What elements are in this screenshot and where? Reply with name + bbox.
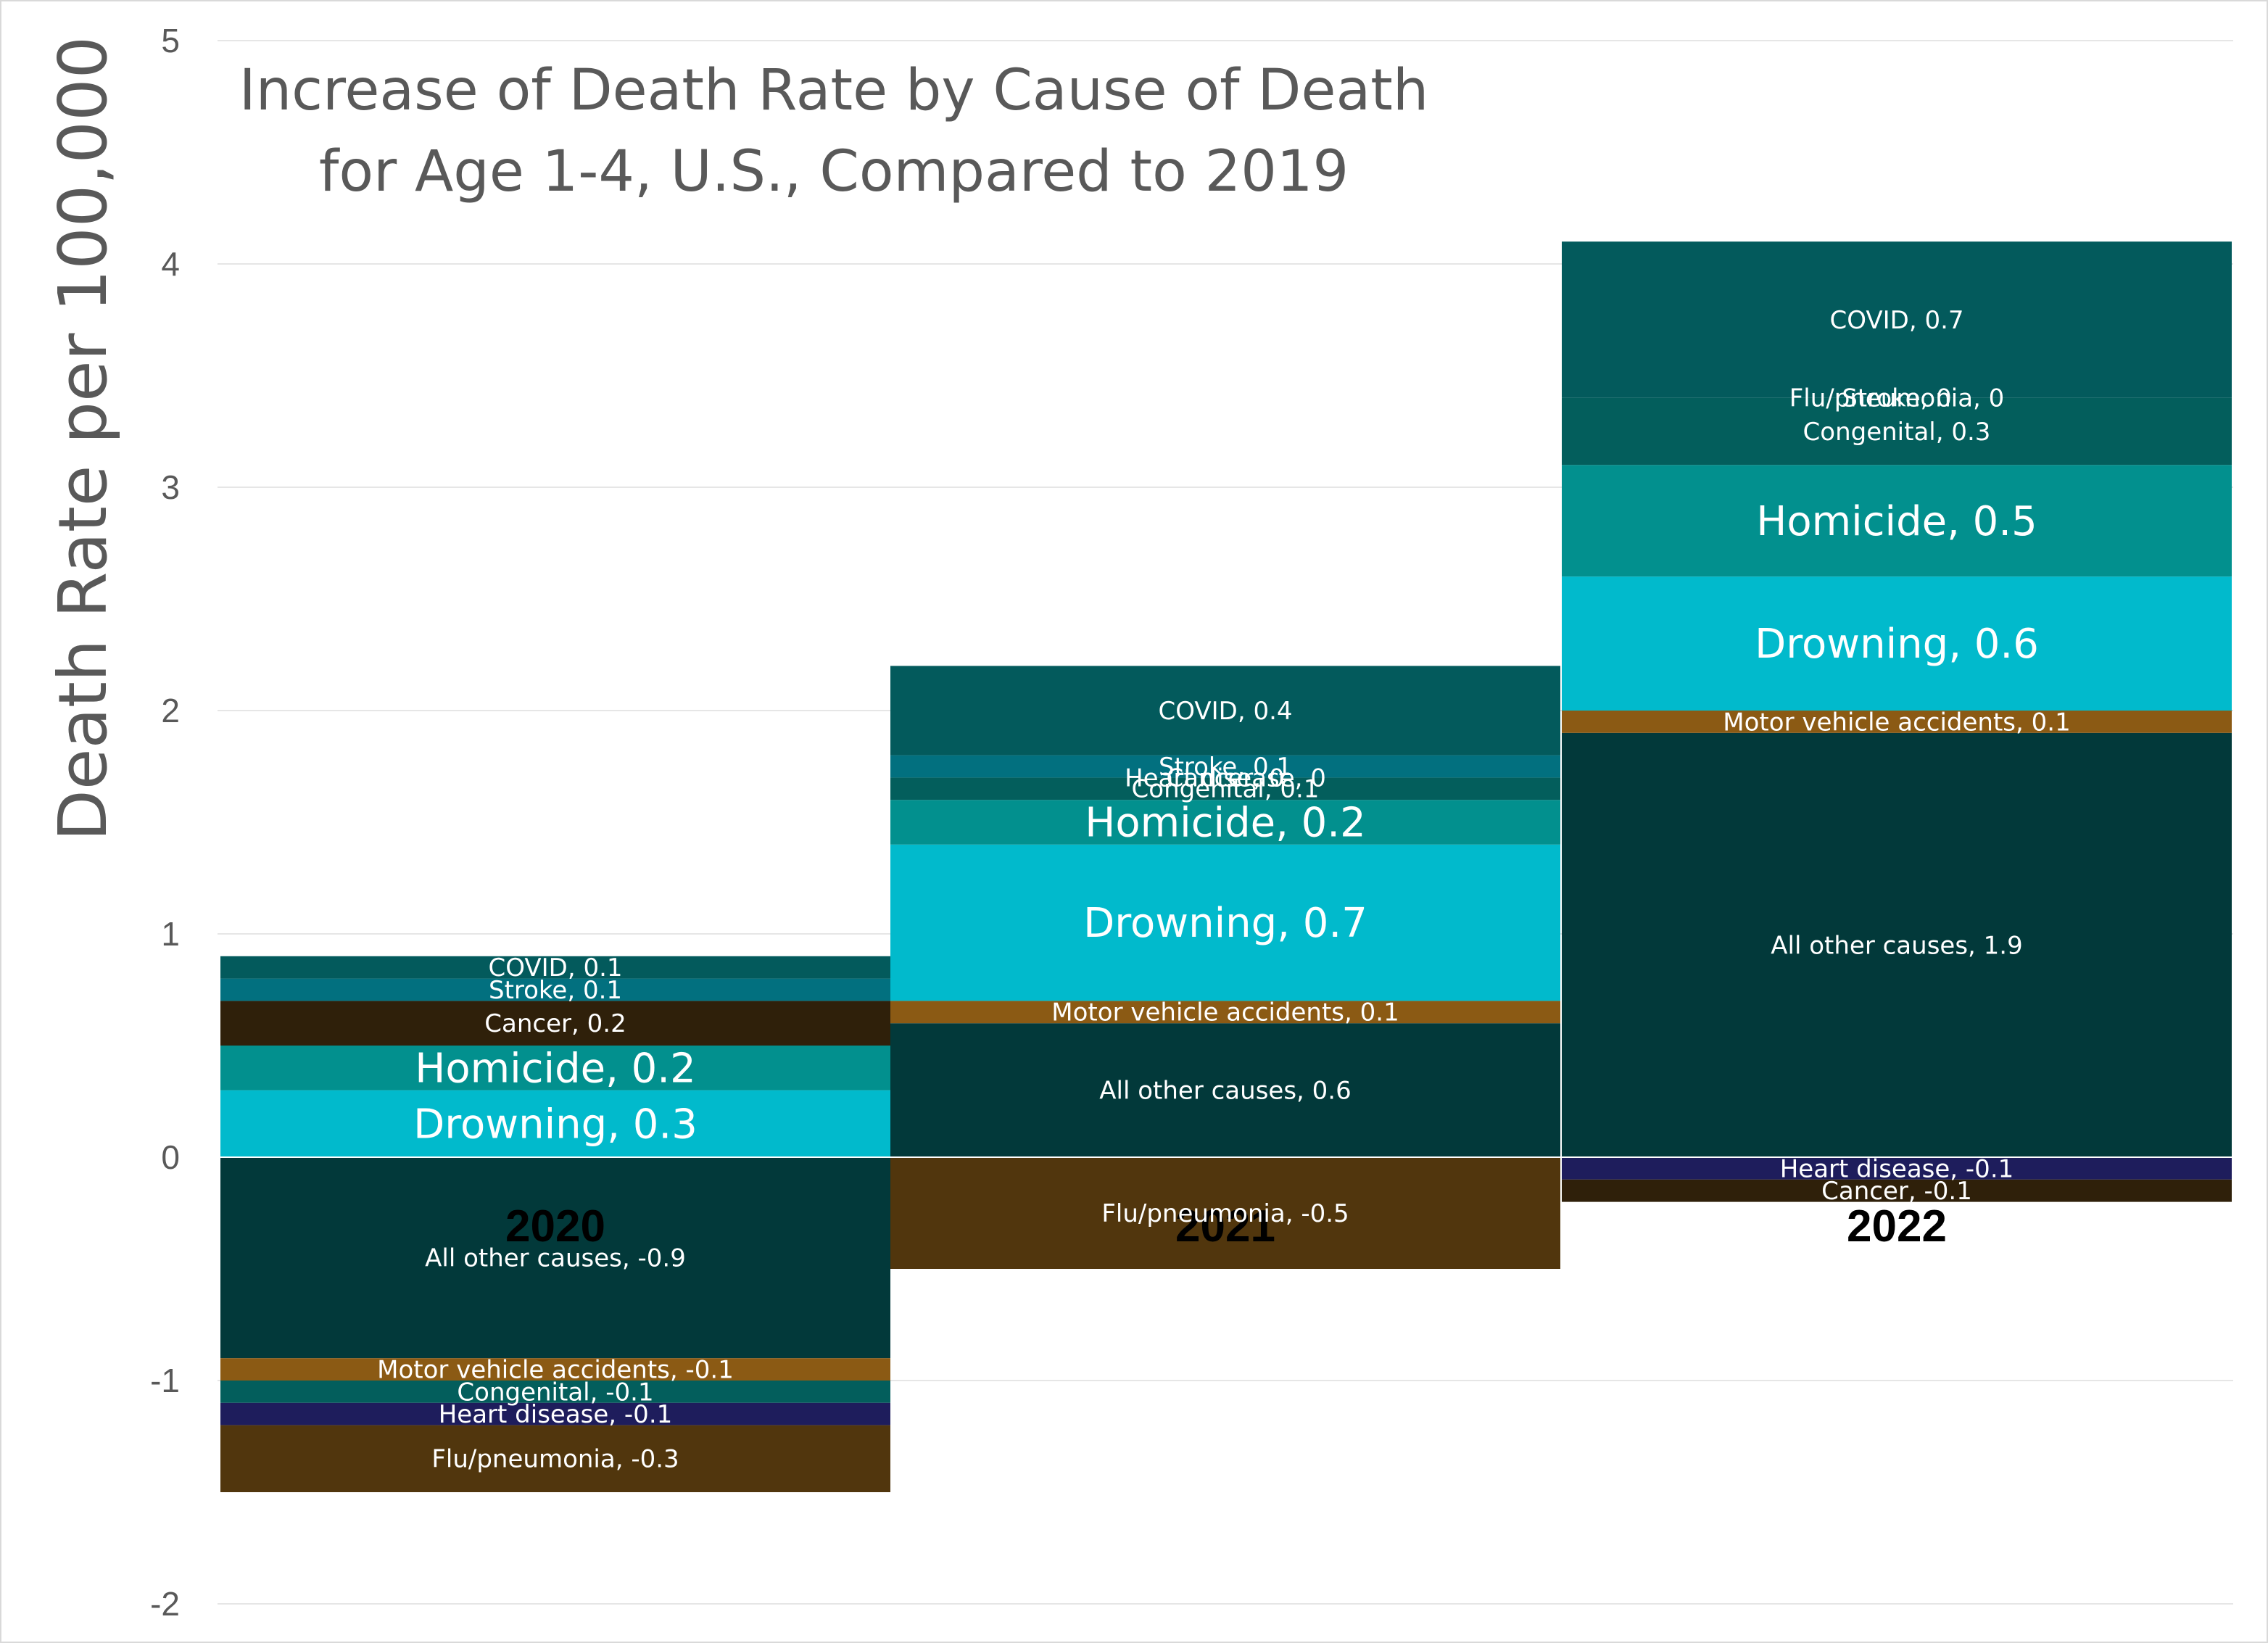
y-tick-label: 5 [161, 22, 180, 59]
data-label: All other causes, -0.9 [425, 1244, 686, 1273]
data-label: Stroke, 0.1 [489, 976, 622, 1005]
bar-segment [220, 1402, 890, 1425]
data-label: Stroke, 0.1 [1159, 753, 1292, 782]
data-label: Homicide, 0.2 [415, 1045, 696, 1092]
data-label: Homicide, 0.2 [1085, 800, 1366, 847]
bar-segment [1562, 732, 2232, 1157]
category-label: 2021 [1175, 1201, 1275, 1251]
bar-segment [1562, 397, 2232, 465]
bar-segment [220, 1001, 890, 1046]
bar-segment [220, 1425, 890, 1492]
data-label: All other causes, 1.9 [1771, 931, 2022, 960]
data-label: Motor vehicle accidents, 0.1 [1723, 708, 2070, 737]
bar-segment [220, 1090, 890, 1157]
data-label: COVID, 0.1 [488, 953, 622, 982]
data-label: Congenital, -0.1 [457, 1378, 653, 1407]
data-label: Drowning, 0.7 [1083, 900, 1367, 947]
category-label: 2020 [505, 1201, 605, 1251]
data-label: All other causes, 0.6 [1099, 1077, 1351, 1106]
data-label: Heart disease, 0 [1125, 763, 1326, 792]
chart-title-line-2: for Age 1-4, U.S., Compared to 2019 [318, 139, 1349, 204]
data-label: Cancer, -0.1 [1821, 1177, 1972, 1206]
bar-segment [890, 666, 1560, 756]
y-tick-label: -1 [150, 1362, 180, 1399]
bar-segment [890, 844, 1560, 1001]
data-label: Stroke, 0 [1842, 384, 1952, 413]
bar-segment [1562, 711, 2232, 733]
data-label: Homicide, 0.5 [1756, 498, 2037, 545]
bar-segment [890, 755, 1560, 778]
data-label: Heart disease, -0.1 [1780, 1154, 2014, 1183]
data-label: Cancer, 0.2 [484, 1009, 626, 1038]
data-label: Congenital, 0.1 [1132, 775, 1320, 804]
y-tick-label: 3 [161, 468, 180, 506]
data-label: Flu/pneumonia, -0.5 [1101, 1199, 1349, 1228]
bar-segment [1562, 1157, 2232, 1180]
bar-segment [220, 1358, 890, 1381]
bar-segment [220, 1381, 890, 1403]
bar-segment [890, 1001, 1560, 1024]
data-label: COVID, 0.4 [1158, 697, 1292, 726]
bar-segment [890, 1023, 1560, 1157]
bar-segment [890, 777, 1560, 800]
bar-segment [1562, 465, 2232, 577]
y-tick-label: 1 [161, 915, 180, 953]
chart-title-line-1: Increase of Death Rate by Cause of Death [239, 58, 1429, 123]
bar-segment [890, 800, 1560, 845]
data-label: Drowning, 0.6 [1755, 621, 2039, 668]
data-label: COVID, 0.7 [1829, 306, 1963, 335]
bar-segment [1562, 241, 2232, 398]
y-tick-label: -2 [150, 1585, 180, 1623]
y-tick-label: 2 [161, 692, 180, 729]
bar-segment [890, 1157, 1560, 1269]
data-label: Congenital, 0.3 [1803, 418, 1991, 447]
bar-segment [220, 956, 890, 979]
bar-segment [1562, 1179, 2232, 1202]
data-label: Flu/pneumonia, 0 [1789, 384, 2005, 413]
data-label: Cancer, 0 [1167, 763, 1285, 792]
data-label: Heart disease, -0.1 [439, 1400, 673, 1429]
bar-segment [220, 978, 890, 1001]
data-label: Flu/pneumonia, -0.3 [431, 1445, 679, 1474]
bar-segment [220, 1157, 890, 1359]
bar-segment [220, 1046, 890, 1090]
y-tick-label: 0 [161, 1138, 180, 1176]
data-label: Motor vehicle accidents, 0.1 [1051, 998, 1399, 1027]
y-tick-label: 4 [161, 245, 180, 283]
data-label: Drowning, 0.3 [413, 1101, 698, 1148]
data-label: Motor vehicle accidents, -0.1 [377, 1356, 734, 1385]
bar-segment [1562, 576, 2232, 711]
category-label: 2022 [1847, 1201, 1947, 1251]
